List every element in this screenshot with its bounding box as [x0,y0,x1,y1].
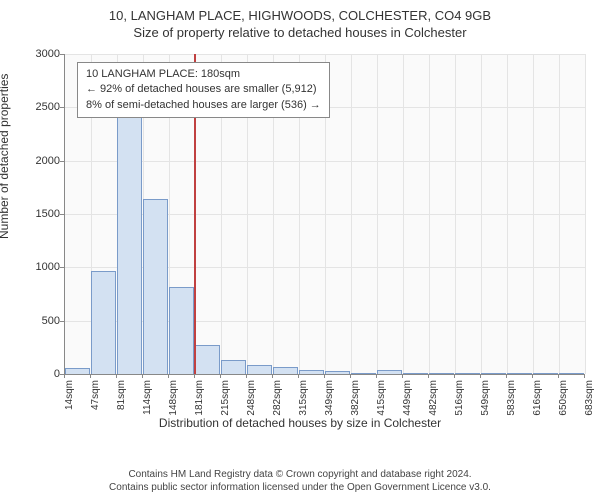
ytick-label: 1000 [24,261,60,273]
ytick-mark [60,161,64,162]
page-title: 10, LANGHAM PLACE, HIGHWOODS, COLCHESTER… [0,0,600,23]
histogram-bar [221,360,246,374]
histogram-bar [169,287,194,374]
xtick-mark [272,374,273,378]
xtick-label: 415sqm [376,380,387,440]
annotation-line2: ← 92% of detached houses are smaller (5,… [86,82,321,97]
xtick-mark [558,374,559,378]
histogram-bar [143,199,168,374]
annotation-line3: 8% of semi-detached houses are larger (5… [86,98,321,113]
histogram-bar [247,365,272,374]
gridline-v [429,54,430,374]
xtick-mark [376,374,377,378]
xtick-mark [428,374,429,378]
xtick-mark [584,374,585,378]
gridline-v [377,54,378,374]
ytick-mark [60,54,64,55]
xtick-mark [402,374,403,378]
gridline-v [455,54,456,374]
xtick-label: 81sqm [116,380,127,440]
footer-line1: Contains HM Land Registry data © Crown c… [0,468,600,481]
histogram-bar [117,114,142,374]
xtick-label: 148sqm [168,380,179,440]
xtick-label: 516sqm [454,380,465,440]
chart-area: Number of detached properties 10 LANGHAM… [0,44,600,434]
ytick-label: 500 [24,315,60,327]
xtick-mark [298,374,299,378]
annotation-line1: 10 LANGHAM PLACE: 180sqm [86,67,321,82]
xtick-mark [142,374,143,378]
footer-attribution: Contains HM Land Registry data © Crown c… [0,468,600,494]
histogram-bar [429,373,454,374]
histogram-bar [377,370,402,374]
ytick-label: 3000 [24,48,60,60]
histogram-bar [455,373,480,374]
histogram-bar [533,373,558,374]
gridline-v [351,54,352,374]
xtick-label: 114sqm [142,380,153,440]
xtick-mark [116,374,117,378]
xtick-mark [64,374,65,378]
page-subtitle: Size of property relative to detached ho… [0,23,600,40]
xtick-mark [194,374,195,378]
gridline-v [559,54,560,374]
xtick-mark [506,374,507,378]
xtick-label: 315sqm [298,380,309,440]
xtick-label: 683sqm [584,380,595,440]
xtick-mark [454,374,455,378]
ytick-mark [60,321,64,322]
gridline-v [403,54,404,374]
xtick-label: 482sqm [428,380,439,440]
xtick-mark [324,374,325,378]
xtick-label: 47sqm [90,380,101,440]
xtick-label: 215sqm [220,380,231,440]
xtick-mark [90,374,91,378]
xtick-label: 248sqm [246,380,257,440]
xtick-label: 549sqm [480,380,491,440]
ytick-label: 0 [24,368,60,380]
xtick-label: 282sqm [272,380,283,440]
xtick-label: 449sqm [402,380,413,440]
annotation-box: 10 LANGHAM PLACE: 180sqm ← 92% of detach… [77,62,330,118]
gridline-v [533,54,534,374]
histogram-bar [325,371,350,374]
xtick-label: 14sqm [64,380,75,440]
histogram-bar [351,373,376,374]
gridline-v [481,54,482,374]
ytick-mark [60,267,64,268]
xtick-label: 181sqm [194,380,205,440]
histogram-bar [507,373,532,374]
xtick-mark [220,374,221,378]
histogram-bar [273,367,298,374]
y-axis-label: Number of detached properties [0,74,11,239]
xtick-label: 349sqm [324,380,335,440]
histogram-bar [481,373,506,374]
xtick-mark [246,374,247,378]
xtick-label: 583sqm [506,380,517,440]
histogram-bar [195,345,220,374]
gridline-v [507,54,508,374]
xtick-mark [532,374,533,378]
xtick-mark [480,374,481,378]
histogram-bar [91,271,116,374]
ytick-label: 1500 [24,208,60,220]
histogram-bar [65,368,90,374]
gridline-v [585,54,586,374]
ytick-label: 2500 [24,101,60,113]
histogram-bar [559,373,584,374]
ytick-mark [60,214,64,215]
plot-area: 10 LANGHAM PLACE: 180sqm ← 92% of detach… [64,54,585,375]
xtick-label: 382sqm [350,380,361,440]
xtick-label: 616sqm [532,380,543,440]
ytick-label: 2000 [24,155,60,167]
ytick-mark [60,107,64,108]
xtick-label: 650sqm [558,380,569,440]
histogram-bar [403,373,428,374]
histogram-bar [299,370,324,374]
footer-line2: Contains public sector information licen… [0,481,600,494]
xtick-mark [350,374,351,378]
xtick-mark [168,374,169,378]
